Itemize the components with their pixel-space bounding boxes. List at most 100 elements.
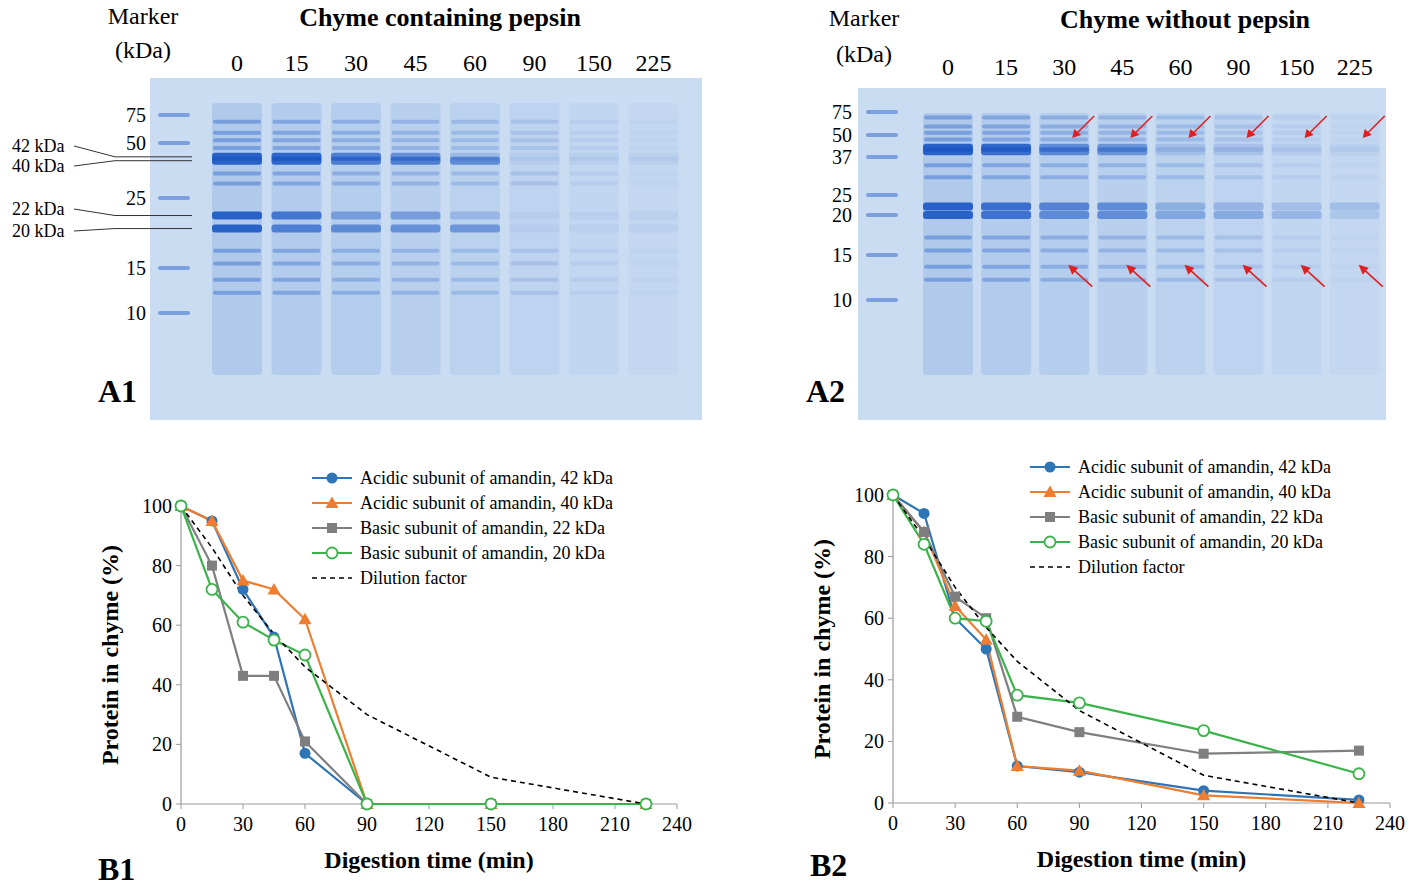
gel-band: [923, 147, 973, 155]
gel-band-minor: [570, 131, 618, 135]
gel-band-minor: [392, 120, 440, 124]
x-tick: [243, 804, 244, 809]
lane-smear: [981, 113, 1031, 375]
gel-band: [629, 212, 679, 220]
y-tick-label: 80: [152, 555, 172, 577]
gel-band-minor: [630, 131, 678, 135]
gel-band-minor: [392, 291, 440, 295]
gel-band-minor: [1331, 131, 1379, 135]
gel-band: [331, 212, 381, 220]
gel-band-minor: [273, 138, 321, 142]
gel-band-minor: [630, 262, 678, 266]
gel-band-minor: [1273, 131, 1321, 135]
gel-band-minor: [982, 163, 1030, 167]
legend-label: Dilution factor: [1078, 557, 1184, 577]
data-point: [362, 799, 373, 810]
gel-band-minor: [273, 146, 321, 150]
leader-line: [74, 209, 192, 216]
y-axis-title: Protein in chyme (%): [97, 545, 123, 765]
gel-band-minor: [392, 146, 440, 150]
series-line: [893, 495, 1359, 774]
x-tick-label: 30: [233, 813, 253, 835]
gel-background: [150, 78, 702, 420]
gel-band-minor: [924, 175, 972, 179]
gel-band-minor: [213, 172, 261, 176]
data-point: [1198, 725, 1209, 736]
y-tick-label: 40: [152, 674, 172, 696]
gel-band: [272, 225, 322, 233]
gel-band-minor: [511, 291, 559, 295]
marker-size-label: 15: [832, 244, 852, 266]
lane-smear: [272, 103, 322, 375]
arrow-head: [1130, 129, 1139, 138]
y-axis-title: Protein in chyme (%): [809, 539, 835, 759]
band-label: 22 kDa: [12, 199, 65, 219]
gel-band-minor: [1331, 125, 1379, 129]
gel-band-minor: [630, 291, 678, 295]
gel-band: [1039, 147, 1089, 155]
arrow-head: [1188, 129, 1197, 138]
marker-size-label: 25: [126, 187, 146, 209]
lane-label: 45: [404, 50, 428, 76]
gel-band: [1272, 211, 1322, 219]
arrow-head: [1247, 129, 1256, 138]
series-line: [181, 506, 646, 804]
lane-label: 15: [285, 50, 309, 76]
marker-band: [866, 133, 898, 137]
x-tick: [1141, 803, 1142, 808]
legend-label: Acidic subunit of amandin, 42 kDa: [360, 468, 613, 488]
gel-band-minor: [273, 182, 321, 186]
lane-smear: [1097, 113, 1147, 375]
gel-band-minor: [982, 236, 1030, 240]
gel-band-minor: [511, 131, 559, 135]
gel-band-minor: [1156, 265, 1204, 269]
arrow-head: [1243, 265, 1253, 275]
legend: Acidic subunit of amandin, 42 kDaAcidic …: [1030, 457, 1331, 577]
x-tick-label: 0: [888, 812, 898, 834]
gel-band: [212, 157, 262, 165]
gel-band: [1214, 211, 1264, 219]
gel-band: [1330, 147, 1380, 155]
gel-band-minor: [1156, 278, 1204, 282]
marker-band: [866, 213, 898, 217]
gel-band-minor: [1040, 116, 1088, 120]
data-point: [269, 635, 280, 646]
data-point: [919, 527, 929, 537]
gel-band-minor: [332, 146, 380, 150]
gel-band-minor: [1040, 236, 1088, 240]
leader-line: [74, 146, 192, 157]
gel-band: [981, 147, 1031, 155]
data-point: [641, 799, 651, 809]
gel-band-minor: [1331, 278, 1379, 282]
marker-unit: (kDa): [115, 37, 171, 63]
data-point: [919, 508, 930, 519]
x-tick: [1017, 803, 1018, 808]
legend-marker: [1045, 462, 1056, 473]
band-label: 40 kDa: [12, 156, 65, 176]
gel-band-minor: [332, 249, 380, 253]
lane-label: 60: [1168, 54, 1192, 80]
gel-band-minor: [273, 291, 321, 295]
lane-label: 90: [1227, 54, 1251, 80]
y-tick-label: 100: [142, 495, 172, 517]
gel-band-minor: [511, 172, 559, 176]
y-tick-label: 80: [864, 546, 884, 568]
gel-band-minor: [924, 248, 972, 252]
gel-band-minor: [1098, 248, 1146, 252]
legend-label: Basic subunit of amandin, 20 kDa: [1078, 532, 1323, 552]
y-tick: [176, 565, 181, 566]
data-point: [980, 633, 993, 645]
gel-band-minor: [213, 291, 261, 295]
chart-panel: 0306090120150180210240020406080100Acidic…: [97, 468, 692, 887]
gel-band-minor: [511, 262, 559, 266]
data-point: [300, 736, 310, 746]
data-point: [176, 501, 187, 512]
y-tick: [888, 679, 893, 680]
gel-band-minor: [451, 131, 499, 135]
series-line: [181, 506, 646, 804]
gel-band-minor: [1215, 138, 1263, 142]
gel-band-minor: [1215, 265, 1263, 269]
gel-band-minor: [451, 262, 499, 266]
marker-size-label: 75: [126, 104, 146, 126]
lane-smear: [510, 103, 560, 375]
